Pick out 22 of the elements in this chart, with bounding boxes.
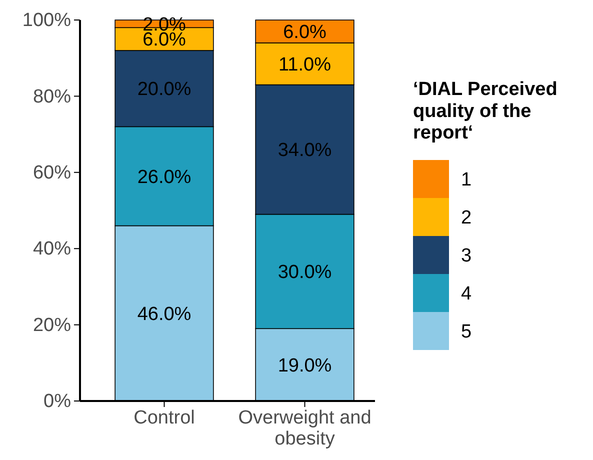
legend-label: 2 xyxy=(461,208,472,229)
x-tick-label: Overweight and obesity xyxy=(238,407,372,450)
y-tick-label: 80% xyxy=(32,86,72,108)
legend-label: 3 xyxy=(461,246,472,267)
x-tick-label: Control xyxy=(134,407,195,428)
data-label: 20.0% xyxy=(137,79,192,100)
y-tick-label: 40% xyxy=(32,238,72,260)
y-tick-label: 100% xyxy=(22,10,72,32)
data-label: 30.0% xyxy=(278,262,332,284)
y-tick-label: 20% xyxy=(32,314,72,336)
data-label: 46.0% xyxy=(137,304,192,326)
legend-label: 5 xyxy=(461,322,472,343)
y-tick-label: 60% xyxy=(32,162,72,184)
data-label: 6.0% xyxy=(283,22,327,44)
legend-label: 1 xyxy=(461,170,472,191)
data-label: 34.0% xyxy=(278,140,332,162)
y-tick-label: 0% xyxy=(44,391,72,412)
data-label: 11.0% xyxy=(278,54,332,76)
legend-title: ‘DIAL Perceived quality of the report‘ xyxy=(413,79,558,144)
data-label: 19.0% xyxy=(278,355,332,376)
data-label: 26.0% xyxy=(137,166,192,188)
legend-label: 4 xyxy=(461,284,472,305)
